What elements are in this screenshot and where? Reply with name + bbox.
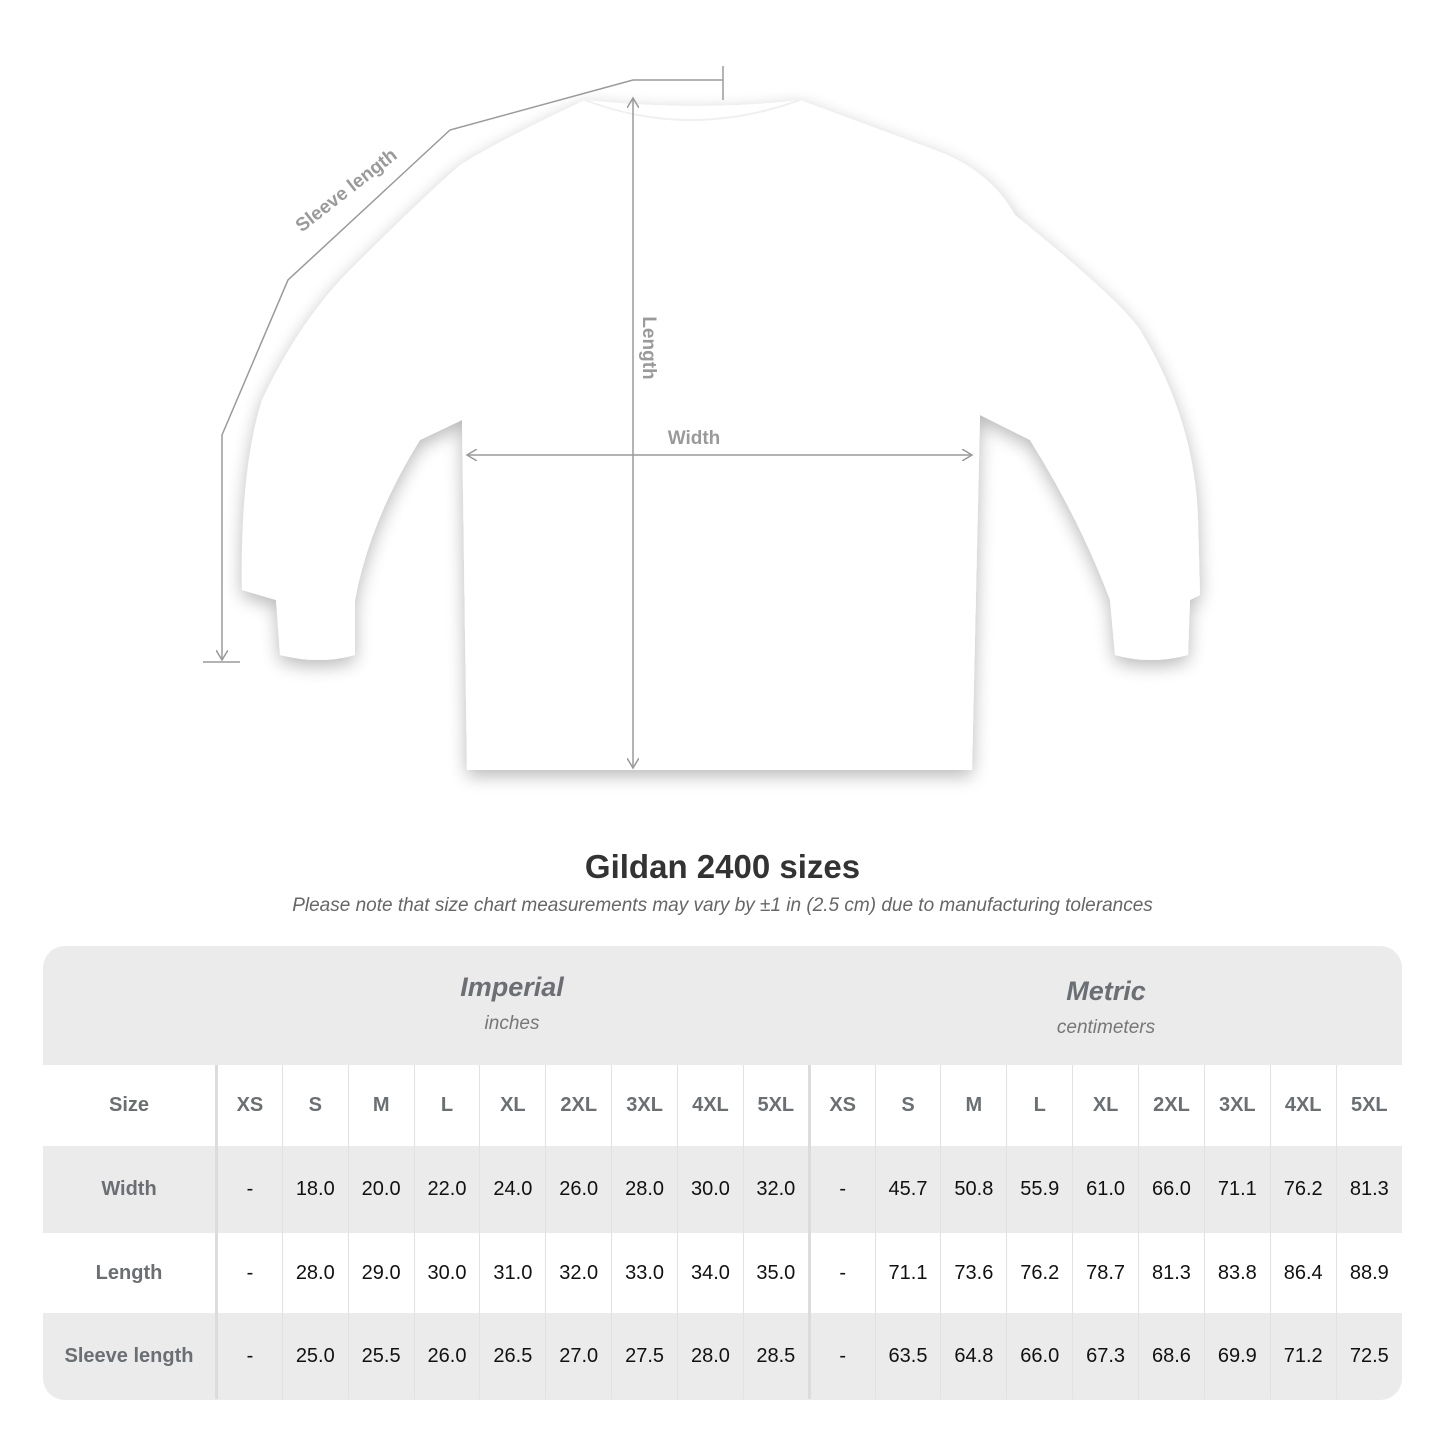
imperial-value: 28.5 <box>742 1313 810 1399</box>
table-row: Sleeve length -25.0 25.5 26.0 26.5 27.0 27.5 28… <box>43 1313 1402 1399</box>
metric-value: 81.3 <box>1138 1233 1205 1313</box>
metric-value: 86.4 <box>1269 1233 1337 1313</box>
imperial-value: - <box>216 1233 283 1313</box>
metric-size-header: M <box>940 1065 1007 1146</box>
metric-value: 73.6 <box>940 1233 1007 1313</box>
imperial-value: 26.0 <box>413 1313 480 1399</box>
imperial-size-header: M <box>347 1065 415 1146</box>
metric-value: - <box>807 1146 876 1233</box>
metric-size-header: 5XL <box>1335 1065 1402 1146</box>
size-grid: Size XS S M L XL 2XL 3XL 4XL 5XL XS S M L XL 2XL 3XL 4XL 5… <box>43 1065 1402 1399</box>
imperial-value: 34.0 <box>677 1233 744 1313</box>
imperial-value: 35.0 <box>742 1233 810 1313</box>
metric-title: Metric <box>1066 976 1146 1006</box>
imperial-value: 24.0 <box>479 1146 546 1233</box>
imperial-value: 28.0 <box>677 1313 744 1399</box>
metric-size-header: XS <box>807 1065 876 1146</box>
imperial-value: - <box>216 1313 283 1399</box>
metric-size-header: S <box>874 1065 941 1146</box>
imperial-value: 30.0 <box>413 1233 480 1313</box>
metric-value: 50.8 <box>940 1146 1007 1233</box>
metric-header: Metric centimeters <box>810 946 1402 1063</box>
imperial-value: 22.0 <box>413 1146 480 1233</box>
imperial-value: 31.0 <box>479 1233 546 1313</box>
metric-size-header: L <box>1006 1065 1073 1146</box>
metric-value: 76.2 <box>1006 1233 1073 1313</box>
metric-value: 55.9 <box>1006 1146 1073 1233</box>
imperial-value: 32.0 <box>545 1233 612 1313</box>
imperial-header: Imperial inches <box>215 946 809 1063</box>
metric-size-header: 3XL <box>1203 1065 1271 1146</box>
imperial-value: 25.5 <box>347 1313 415 1399</box>
metric-value: 63.5 <box>874 1313 941 1399</box>
width-label: Width <box>668 428 721 449</box>
long-sleeve-shirt <box>241 99 1201 770</box>
imperial-title: Imperial <box>460 972 564 1002</box>
row-label: Width <box>43 1146 218 1233</box>
imperial-value: 26.0 <box>545 1146 612 1233</box>
size-column-label: Size <box>43 1065 218 1146</box>
table-row: Width -18.0 20.0 22.0 24.0 26.0 28.0 30.0 32.0-4… <box>43 1146 1402 1233</box>
imperial-size-header: 3XL <box>611 1065 678 1146</box>
imperial-value: 28.0 <box>611 1146 678 1233</box>
imperial-value: 20.0 <box>347 1146 415 1233</box>
imperial-value: 25.0 <box>281 1313 349 1399</box>
metric-unit: centimeters <box>1056 1017 1156 1038</box>
metric-size-header: XL <box>1072 1065 1139 1146</box>
imperial-size-header: S <box>281 1065 349 1146</box>
metric-value: 83.8 <box>1203 1233 1271 1313</box>
imperial-value: 33.0 <box>611 1233 678 1313</box>
imperial-size-header: 4XL <box>677 1065 744 1146</box>
imperial-value: 27.0 <box>545 1313 612 1399</box>
imperial-value: 32.0 <box>742 1146 810 1233</box>
length-label: Length <box>638 316 659 379</box>
metric-value: 67.3 <box>1072 1313 1139 1399</box>
measurement-lines <box>203 66 972 768</box>
imperial-value: 28.0 <box>281 1233 349 1313</box>
metric-value: 45.7 <box>874 1146 941 1233</box>
imperial-value: 29.0 <box>347 1233 415 1313</box>
imperial-size-header: XS <box>216 1065 283 1146</box>
imperial-size-header: L <box>413 1065 480 1146</box>
metric-size-header: 4XL <box>1269 1065 1337 1146</box>
tolerance-note: Please note that size chart measurements… <box>292 895 1153 916</box>
metric-value: 66.0 <box>1138 1146 1205 1233</box>
metric-value: 72.5 <box>1335 1313 1402 1399</box>
shirt-measurement-diagram: Sleeve length Length Width <box>203 66 1201 770</box>
size-table: Imperial inches Metric centimeters Size X… <box>43 946 1402 1400</box>
imperial-value: 27.5 <box>611 1313 678 1399</box>
metric-value: 71.1 <box>1203 1146 1271 1233</box>
metric-value: 76.2 <box>1269 1146 1337 1233</box>
metric-value: 64.8 <box>940 1313 1007 1399</box>
imperial-size-header: 2XL <box>545 1065 612 1146</box>
metric-value: 81.3 <box>1335 1146 1402 1233</box>
metric-value: 78.7 <box>1072 1233 1139 1313</box>
row-label: Length <box>43 1233 218 1313</box>
metric-value: 66.0 <box>1006 1313 1073 1399</box>
imperial-value: - <box>216 1146 283 1233</box>
imperial-value: 18.0 <box>281 1146 349 1233</box>
size-header-row: Size XS S M L XL 2XL 3XL 4XL 5XL XS S M L XL 2XL 3XL 4XL 5… <box>43 1065 1402 1146</box>
row-label: Sleeve length <box>43 1313 218 1399</box>
imperial-size-header: 5XL <box>742 1065 810 1146</box>
chart-title: Gildan 2400 sizes <box>584 848 861 885</box>
metric-value: - <box>807 1233 876 1313</box>
metric-value: 61.0 <box>1072 1146 1139 1233</box>
metric-value: 68.6 <box>1138 1313 1205 1399</box>
metric-value: - <box>807 1313 876 1399</box>
imperial-unit: inches <box>484 1013 540 1034</box>
metric-size-header: 2XL <box>1138 1065 1205 1146</box>
sleeve-length-line <box>222 79 723 660</box>
imperial-value: 26.5 <box>479 1313 546 1399</box>
metric-value: 88.9 <box>1335 1233 1402 1313</box>
imperial-size-header: XL <box>479 1065 546 1146</box>
metric-value: 69.9 <box>1203 1313 1271 1399</box>
metric-value: 71.1 <box>874 1233 941 1313</box>
metric-value: 71.2 <box>1269 1313 1337 1399</box>
imperial-value: 30.0 <box>677 1146 744 1233</box>
table-row: Length -28.0 29.0 30.0 31.0 32.0 33.0 34.0 35.0-… <box>43 1233 1402 1313</box>
